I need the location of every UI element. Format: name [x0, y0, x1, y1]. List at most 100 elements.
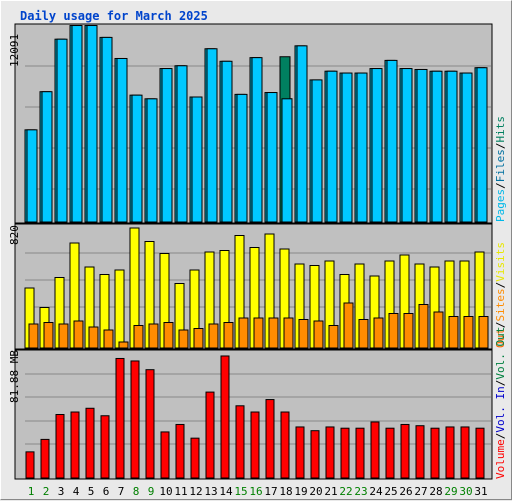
- files-bar-day-2: [41, 91, 53, 223]
- day-label-3: 3: [58, 485, 65, 498]
- files-bar-day-5: [86, 25, 98, 223]
- day-label-10: 10: [159, 485, 172, 498]
- sites-bar-day-28: [433, 311, 444, 349]
- volume-bar-day-16: [250, 411, 260, 479]
- volume-bar-day-22: [340, 427, 350, 479]
- sites-bar-day-19: [298, 319, 309, 349]
- day-label-20: 20: [309, 485, 322, 498]
- sites-bar-day-31: [478, 316, 489, 349]
- volume-bar-day-11: [175, 423, 185, 479]
- volume-bar-day-13: [205, 391, 215, 479]
- sites-bar-day-16: [253, 317, 264, 349]
- files-bar-day-11: [176, 65, 188, 223]
- day-label-4: 4: [73, 485, 80, 498]
- legend-sep-2: /: [494, 143, 507, 150]
- sites-bar-day-2: [43, 322, 54, 349]
- files-bar-day-12: [191, 96, 203, 223]
- sites-bar-day-18: [283, 317, 294, 349]
- day-label-6: 6: [103, 485, 110, 498]
- sites-bar-day-20: [313, 320, 324, 349]
- legend-vol-out: Out: [494, 328, 507, 348]
- volume-bar-day-31: [475, 427, 485, 479]
- chart-title: Daily usage for March 2025: [20, 9, 208, 23]
- sites-bar-day-7: [118, 341, 129, 349]
- volume-bar-day-9: [145, 369, 155, 479]
- sites-bar-day-8: [133, 325, 144, 349]
- day-label-2: 2: [43, 485, 50, 498]
- legend-sites: Sites: [494, 288, 507, 321]
- legend-volume: Volume: [494, 439, 507, 479]
- volume-bar-day-8: [130, 360, 140, 479]
- sites-bar-day-12: [193, 328, 204, 349]
- volume-bar-day-17: [265, 399, 275, 479]
- files-bar-day-28: [431, 70, 443, 223]
- files-bar-day-4: [71, 25, 83, 223]
- sites-bar-day-9: [148, 323, 159, 349]
- volume-bar-day-26: [400, 423, 410, 479]
- day-label-23: 23: [354, 485, 367, 498]
- volume-bar-day-18: [280, 411, 290, 479]
- sites-bar-day-26: [403, 313, 414, 349]
- volume-bar-day-4: [70, 411, 80, 479]
- sites-bar-day-27: [418, 304, 429, 349]
- hits-legend: Pages/Files/Hits: [494, 116, 507, 222]
- day-label-7: 7: [118, 485, 125, 498]
- files-bar-day-16: [251, 57, 263, 223]
- sites-bar-day-1: [28, 323, 39, 349]
- day-label-24: 24: [369, 485, 383, 498]
- visits-max-label: 820: [8, 225, 21, 245]
- volume-bar-day-25: [385, 427, 395, 479]
- sites-bar-day-25: [388, 313, 399, 349]
- volume-bar-day-7: [115, 357, 125, 479]
- day-label-25: 25: [384, 485, 397, 498]
- files-bar-day-25: [386, 59, 398, 223]
- day-label-22: 22: [339, 485, 352, 498]
- legend-sep-1: /: [494, 182, 507, 189]
- files-bar-day-13: [206, 48, 218, 223]
- day-label-31: 31: [474, 485, 487, 498]
- day-label-14: 14: [219, 485, 233, 498]
- files-bar-day-29: [446, 70, 458, 223]
- sites-bar-day-4: [73, 320, 84, 349]
- files-bar-day-20: [311, 79, 323, 223]
- files-bar-day-8: [131, 94, 143, 223]
- volume-bar-day-3: [55, 414, 65, 479]
- day-label-1: 1: [28, 485, 35, 498]
- volume-bar-day-30: [460, 426, 470, 479]
- files-bar-day-10: [161, 68, 173, 223]
- visits-bar-day-7: [114, 269, 125, 349]
- files-bar-day-24: [371, 68, 383, 223]
- files-bar-day-15: [236, 93, 248, 223]
- files-bar-day-1: [26, 129, 38, 223]
- files-bar-day-27: [416, 68, 428, 223]
- sites-bar-day-11: [178, 329, 189, 349]
- day-label-8: 8: [133, 485, 140, 498]
- volume-bar-day-29: [445, 426, 455, 479]
- day-label-11: 11: [174, 485, 187, 498]
- sites-bar-day-13: [208, 323, 219, 349]
- files-bar-day-19: [296, 45, 308, 223]
- day-label-13: 13: [204, 485, 217, 498]
- volume-bar-day-28: [430, 427, 440, 479]
- volume-max-label: 81.88 MB: [8, 350, 21, 403]
- sites-bar-day-5: [88, 326, 99, 349]
- volume-bar-day-10: [160, 431, 170, 479]
- day-label-27: 27: [414, 485, 427, 498]
- files-bar-day-21: [326, 70, 338, 223]
- files-bar-day-26: [401, 68, 413, 223]
- sites-bar-day-3: [58, 323, 69, 349]
- day-label-17: 17: [264, 485, 277, 498]
- volume-bar-day-23: [355, 427, 365, 479]
- sites-bar-day-21: [328, 325, 339, 349]
- day-label-26: 26: [399, 485, 412, 498]
- files-bar-day-3: [56, 38, 68, 223]
- visits-legend: Out/Sites/Visits: [494, 242, 507, 348]
- files-bar-day-18-front: [281, 98, 293, 223]
- day-label-18: 18: [279, 485, 292, 498]
- sites-bar-day-6: [103, 329, 114, 349]
- files-bar-day-31: [476, 67, 488, 223]
- volume-bar-day-20: [310, 430, 320, 479]
- sites-bar-day-29: [448, 316, 459, 349]
